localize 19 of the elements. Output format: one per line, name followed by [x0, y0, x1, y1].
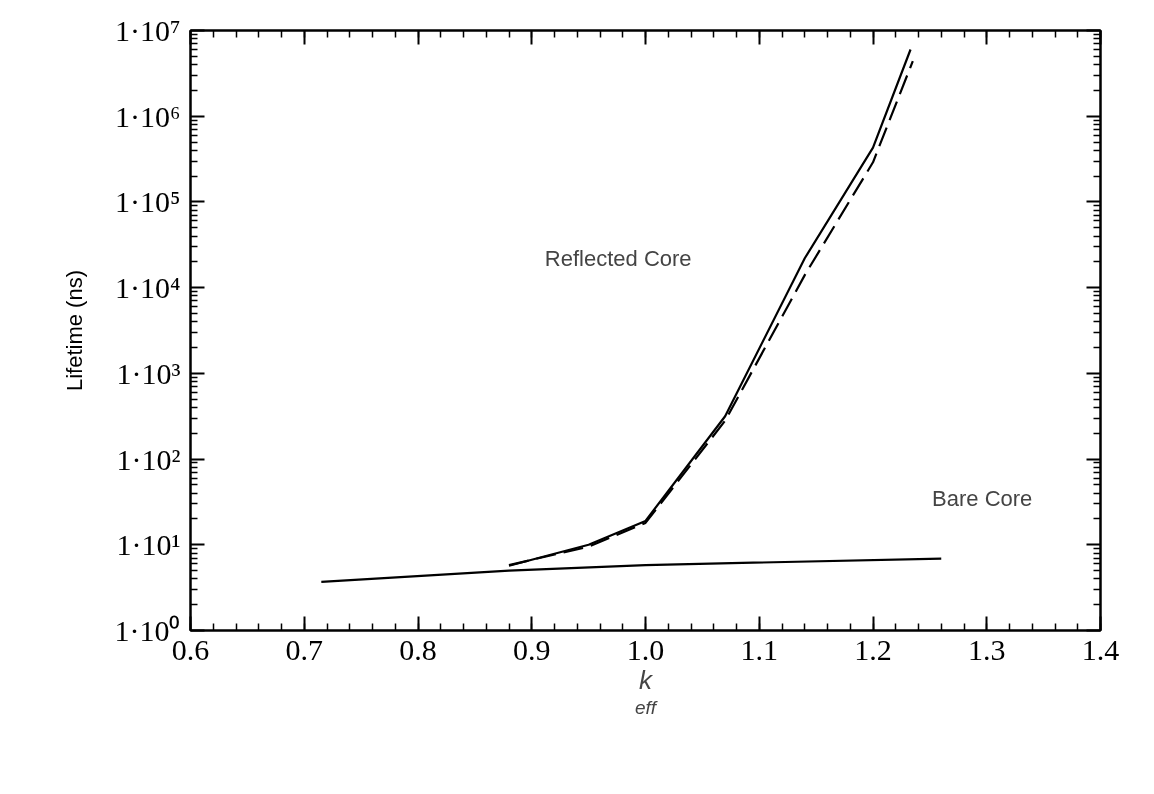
x-axis-title: keff: [634, 664, 658, 718]
y-tick-label: 1·10⁵: [115, 185, 181, 219]
x-tick-label: 1.4: [1081, 632, 1120, 666]
y-axis-title: Lifetime (ns): [61, 269, 87, 392]
x-tick-label: 1.3: [968, 632, 1006, 666]
y-tick-label: 1·10⁷: [115, 14, 181, 47]
y-tick-label: 1·10⁴: [115, 271, 181, 305]
x-tick-label: 0.9: [513, 632, 551, 666]
x-tick-label: 1.1: [740, 632, 778, 666]
x-tick-label: 1.0: [626, 632, 665, 666]
x-tick-label: 0.7: [285, 632, 323, 666]
y-tick-label: 1·10³: [116, 356, 181, 390]
y-tick-label: 1·10²: [116, 442, 181, 476]
y-tick-label: 1·10⁶: [115, 99, 181, 133]
x-tick-label: 0.8: [399, 632, 437, 666]
x-tick-label: 1.2: [854, 632, 892, 666]
annotation: Reflected Core: [544, 246, 692, 271]
annotation: Bare Core: [932, 486, 1033, 511]
y-tick-label: 1·10¹: [116, 528, 181, 562]
